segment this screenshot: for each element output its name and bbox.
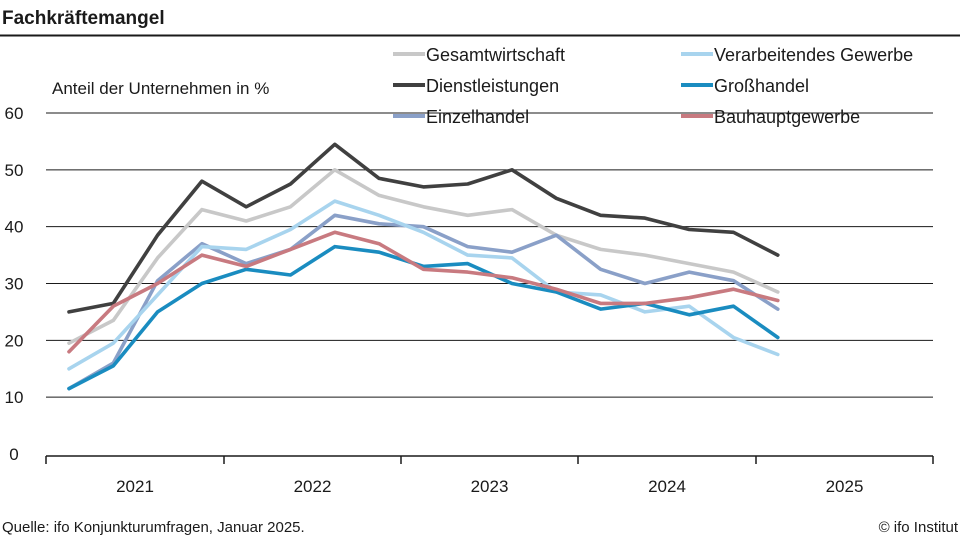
- legend: Gesamtwirtschaft Dienstleistungen Einzelha…: [393, 45, 913, 127]
- y-axis-label: Anteil der Unternehmen in %: [52, 79, 269, 98]
- y-tick-label: 0: [9, 445, 18, 464]
- series-lines: [67, 142, 780, 391]
- legend-label-5: Bauhauptgewerbe: [714, 107, 860, 127]
- x-tick-label: 2023: [471, 477, 509, 496]
- copyright-note: © ifo Institut: [879, 519, 959, 536]
- legend-label-0: Gesamtwirtschaft: [426, 45, 565, 65]
- y-tick-label: 30: [5, 275, 24, 294]
- legend-label-3: Verarbeitendes Gewerbe: [714, 45, 913, 65]
- legend-label-2: Einzelhandel: [426, 107, 529, 127]
- y-tick-label: 10: [5, 388, 24, 407]
- y-tick-label: 60: [5, 104, 24, 123]
- x-tick-label: 2021: [116, 477, 154, 496]
- series-line-0: [67, 168, 780, 346]
- series-line-4: [67, 244, 780, 391]
- y-tick-label: 20: [5, 331, 24, 350]
- y-tick-labels: 0 10 20 30 40 50 60: [5, 104, 24, 464]
- source-note: Quelle: ifo Konjunkturumfragen, Januar 2…: [2, 519, 305, 536]
- y-tick-label: 50: [5, 161, 24, 180]
- gridlines: [46, 112, 933, 398]
- x-tick-label: 2022: [294, 477, 332, 496]
- x-tick-label: 2024: [648, 477, 686, 496]
- series-line-1: [67, 142, 780, 314]
- x-tick-labels: 2021 2022 2023 2024 2025: [116, 477, 863, 496]
- series-line-2: [67, 213, 780, 391]
- x-axis: [45, 455, 934, 464]
- y-tick-label: 40: [5, 218, 24, 237]
- series-line-5: [67, 230, 780, 354]
- legend-label-1: Dienstleistungen: [426, 76, 559, 96]
- x-tick-label: 2025: [826, 477, 864, 496]
- chart-title: Fachkräftemangel: [2, 8, 165, 29]
- legend-label-4: Großhandel: [714, 76, 809, 96]
